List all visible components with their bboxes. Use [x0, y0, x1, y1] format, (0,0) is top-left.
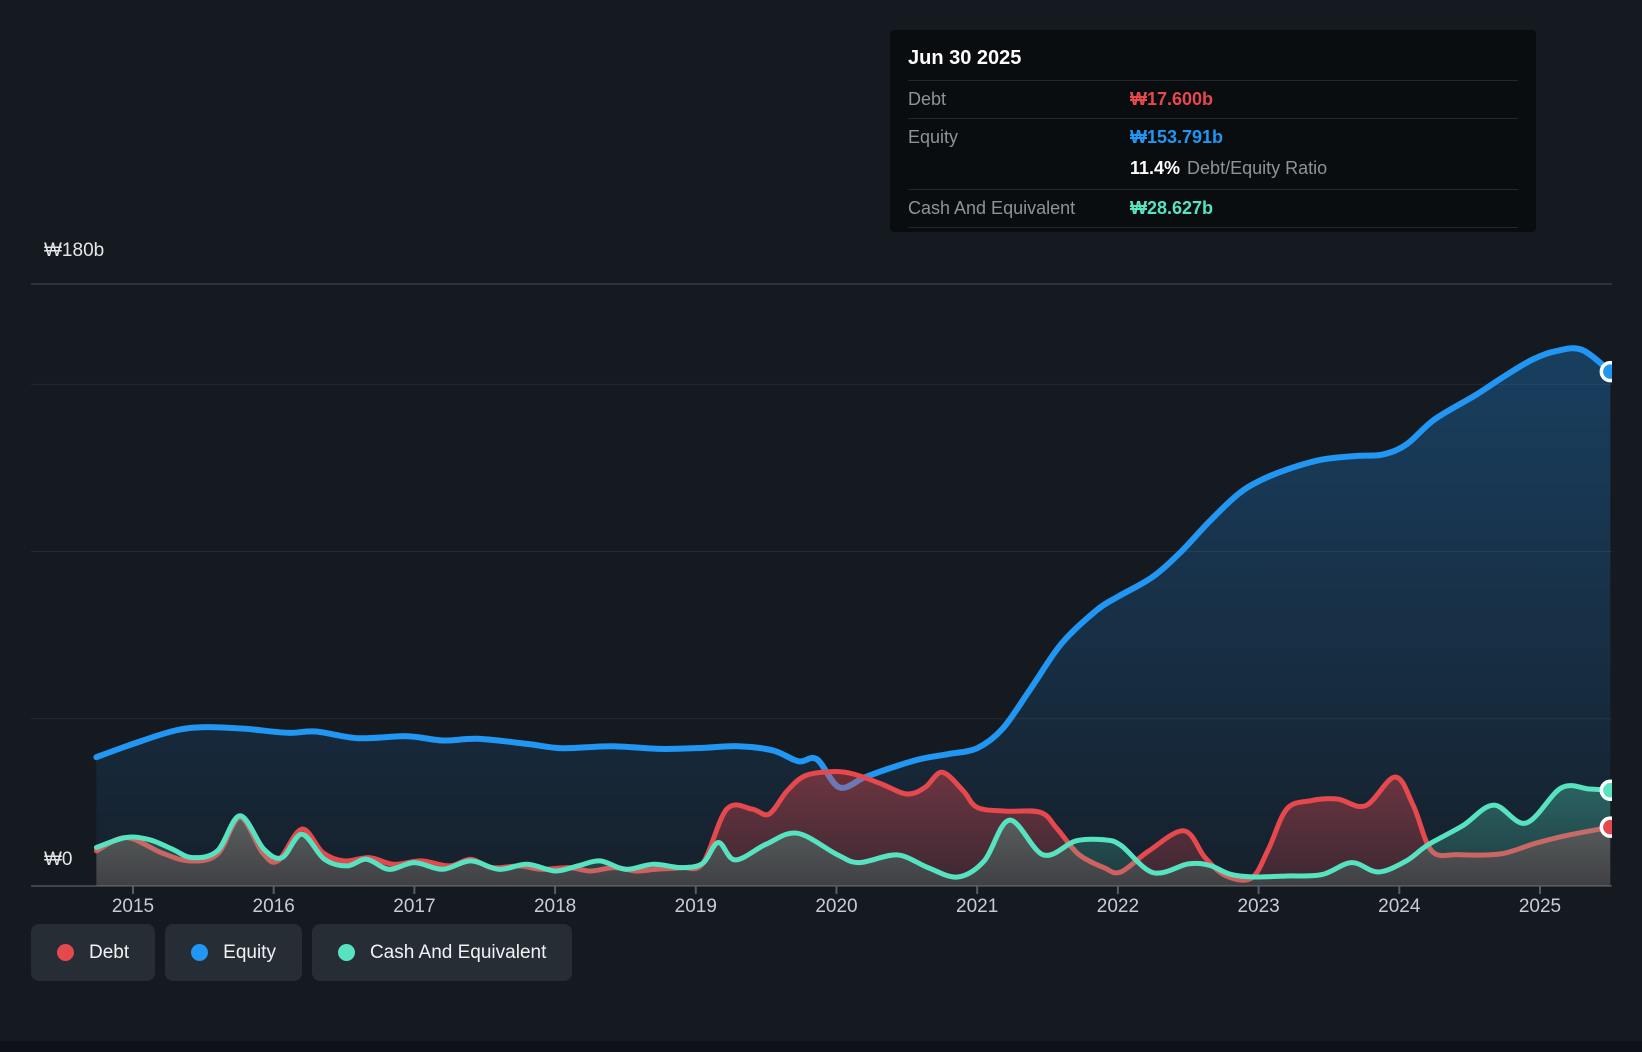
tooltip-row-ratio: 11.4% Debt/Equity Ratio — [908, 156, 1518, 189]
x-axis-label-2018: 2018 — [533, 896, 577, 917]
legend-item-label: Cash And Equivalent — [369, 941, 547, 963]
legend-item-debt[interactable]: Debt — [31, 924, 156, 981]
tooltip-label-debt: Debt — [908, 89, 947, 109]
tooltip-row-debt: Debt ₩17.600b — [908, 80, 1518, 118]
debt-line — [93, 769, 1612, 883]
x-axis-label-2019: 2019 — [674, 896, 717, 917]
equity-area — [96, 348, 1611, 886]
tooltip-row-equity: Equity ₩153.791b — [908, 118, 1518, 156]
footer-strip — [0, 1041, 1642, 1052]
x-axis-label-2015: 2015 — [111, 896, 155, 917]
tooltip-ratio-value: 11.4% — [1130, 158, 1181, 178]
equity-line — [93, 345, 1612, 791]
tooltip-value-debt: ₩17.600b — [1130, 89, 1214, 109]
equity-end-marker[interactable] — [1599, 360, 1619, 383]
tooltip-ratio-label: Debt/Equity Ratio — [1187, 158, 1328, 178]
x-axis-label-2024: 2024 — [1378, 896, 1421, 917]
equity-legend-dot-icon — [191, 944, 209, 961]
tooltip-row-cash: Cash And Equivalent ₩28.627b — [908, 189, 1518, 228]
debt-end-marker[interactable] — [1599, 816, 1619, 838]
y-axis-label-max: ₩180b — [44, 240, 105, 261]
x-axis-label-2020: 2020 — [815, 896, 858, 917]
legend-item-label: Equity — [223, 941, 276, 963]
x-axis-label-2022: 2022 — [1096, 896, 1140, 917]
tooltip-value-equity: ₩153.791b — [1130, 127, 1224, 147]
cash-area — [96, 785, 1611, 886]
legend-item-equity[interactable]: Equity — [165, 924, 302, 981]
legend: Debt Equity Cash And Equivalent — [31, 924, 573, 981]
debt-area — [96, 771, 1611, 886]
tooltip-label-equity: Equity — [908, 127, 959, 147]
tooltip-value-cash: ₩28.627b — [1130, 198, 1214, 218]
x-axis-label-2016: 2016 — [252, 896, 295, 917]
cash-end-marker[interactable] — [1599, 779, 1619, 802]
tooltip-label-cash: Cash And Equivalent — [908, 198, 1076, 218]
x-axis-label-2025: 2025 — [1518, 896, 1562, 917]
x-axis-label-2023: 2023 — [1237, 896, 1280, 917]
debt-legend-dot-icon — [57, 944, 74, 961]
y-axis-label-zero: ₩0 — [44, 849, 73, 870]
legend-item-cash[interactable]: Cash And Equivalent — [311, 924, 573, 981]
x-axis-label-2017: 2017 — [393, 896, 436, 917]
cash-line — [93, 783, 1612, 880]
legend-item-label: Debt — [89, 941, 130, 963]
x-axis-label-2021: 2021 — [956, 896, 999, 917]
cash-legend-dot-icon — [337, 944, 355, 961]
tooltip-date: Jun 30 2025 — [908, 47, 1022, 69]
tooltip: Jun 30 2025 Debt ₩17.600b Equity ₩153.79… — [890, 30, 1536, 232]
